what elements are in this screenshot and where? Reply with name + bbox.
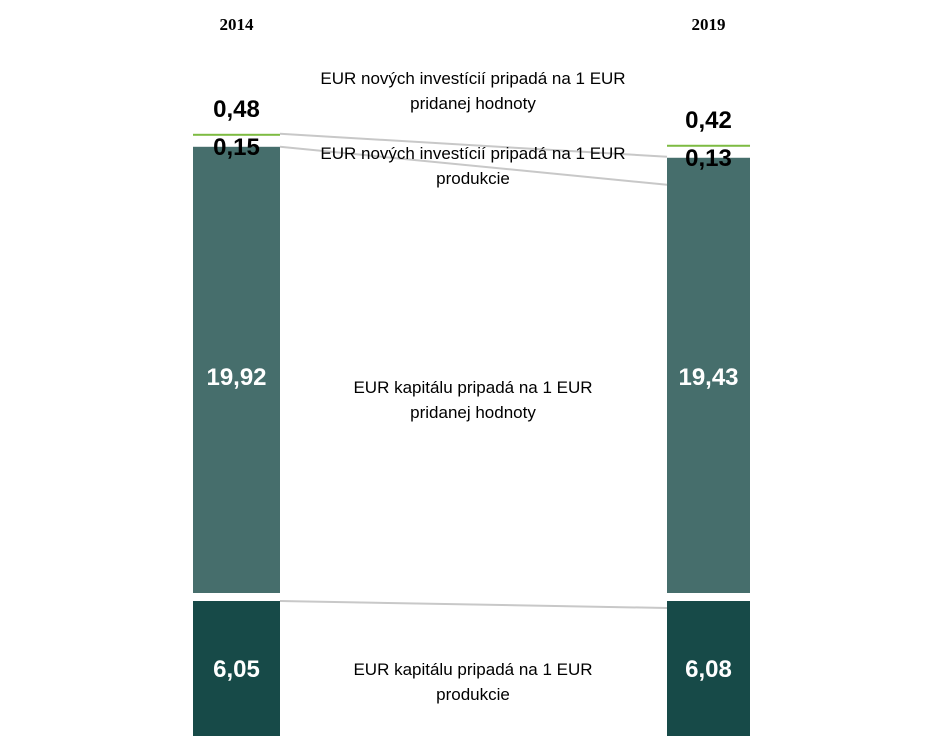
bar-2019-kapital-produkcia (667, 601, 750, 736)
value-label: 0,48 (213, 96, 260, 123)
value-label: 6,05 (213, 656, 260, 683)
series-annotation: EUR kapitálu pripadá na 1 EUR (353, 660, 592, 679)
series-annotation: EUR kapitálu pripadá na 1 EUR (353, 378, 592, 397)
bar-2014-investicie (193, 133, 280, 136)
series-annotation: EUR nových investícií pripadá na 1 EUR (320, 69, 625, 88)
series-annotation: produkcie (436, 169, 510, 188)
bar-2019-kapital-pridana-hodnota (667, 157, 750, 593)
value-label: 19,92 (206, 364, 266, 391)
series-annotation: produkcie (436, 685, 510, 704)
series-annotation: pridanej hodnoty (410, 94, 536, 113)
connector-line (279, 145, 668, 186)
connector-line (279, 132, 668, 158)
bar-2014-kapital-pridana-hodnota (193, 146, 280, 594)
bar-2014-kapital-produkcia (193, 601, 280, 736)
category-label: 2014 (220, 15, 255, 34)
category-label: 2019 (692, 15, 726, 34)
value-label: 0,13 (685, 145, 732, 172)
series-annotation: EUR nových investícií pripadá na 1 EUR (320, 144, 625, 163)
value-label: 19,43 (678, 364, 738, 391)
connector-line (279, 600, 668, 609)
value-label: 0,15 (213, 134, 260, 161)
value-label: 0,42 (685, 107, 732, 134)
value-label: 6,08 (685, 656, 732, 683)
series-annotation: pridanej hodnoty (410, 403, 536, 422)
bar-2019-investicie (667, 144, 750, 147)
